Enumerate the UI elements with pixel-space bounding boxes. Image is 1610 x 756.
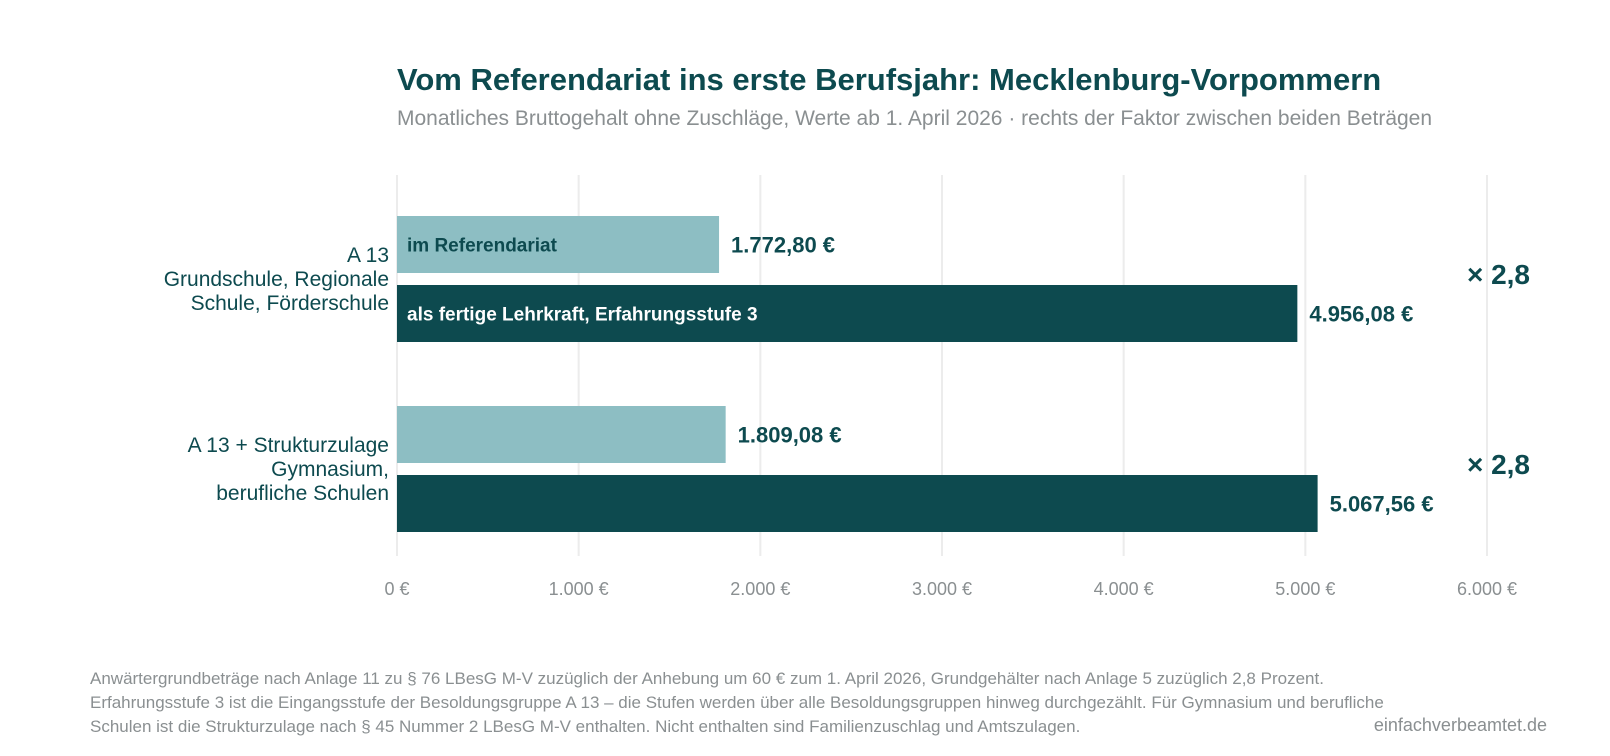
series-label: als fertige Lehrkraft, Erfahrungsstufe 3 [407,305,758,326]
bar-lehrkraft [397,285,1298,342]
source-label: einfachverbeamtet.de [1373,715,1547,735]
factor-label: × 2,8 [1467,259,1530,290]
category-label: Schule, Förderschule [191,292,389,315]
footnote: Anwärtergrundbeträge nach Anlage 11 zu §… [90,669,1384,736]
x-tick-label: 3.000 € [912,579,972,599]
x-tick-label: 4.000 € [1094,579,1154,599]
bar-referendariat [397,216,720,273]
category-label: A 13 + Strukturzulage [188,434,389,457]
category-label: berufliche Schulen [216,482,389,505]
chart-subtitle: Monatliches Bruttogehalt ohne Zuschläge,… [397,107,1433,130]
x-tick-label: 5.000 € [1275,579,1335,599]
value-label: 1.809,08 € [738,423,842,448]
category-label: Gymnasium, [271,458,389,481]
bar-referendariat [397,406,726,463]
value-label: 4.956,08 € [1309,302,1413,327]
x-tick-label: 6.000 € [1457,579,1517,599]
series-label: im Referendariat [407,236,558,257]
x-tick-label: 1.000 € [549,579,609,599]
category-label: Grundschule, Regionale [164,268,389,291]
value-label: 1.772,80 € [731,233,835,258]
bar-chart: 0 € 1.000 € 2.000 € 3.000 € 4.000 € 5.000 € 6.… [164,175,1530,599]
x-tick-label: 2.000 € [730,579,790,599]
x-tick-label: 0 € [384,579,409,599]
value-label: 5.067,56 € [1330,492,1434,517]
bar-lehrkraft [397,475,1318,532]
category-label: A 13 [347,244,389,267]
chart-title: Vom Referendariat ins erste Berufsjahr: … [397,62,1382,97]
factor-label: × 2,8 [1467,449,1530,480]
